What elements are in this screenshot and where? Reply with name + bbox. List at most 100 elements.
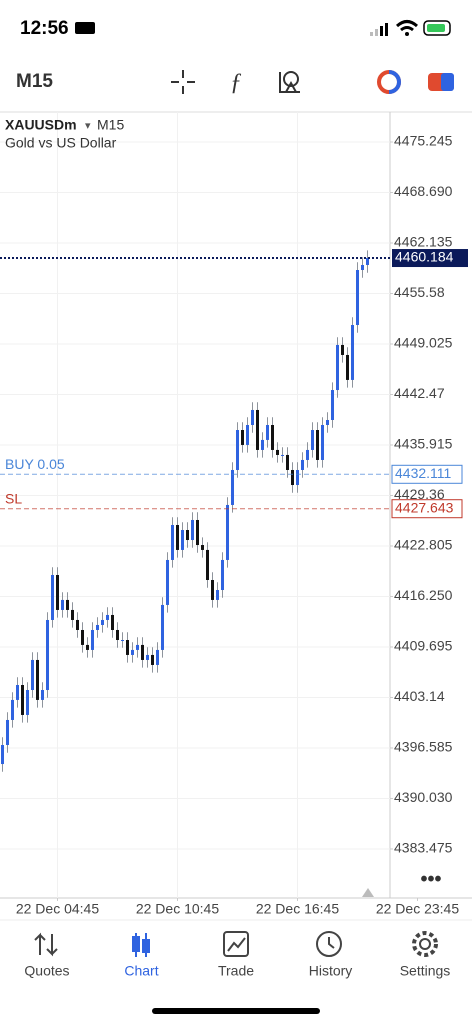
candle-body <box>81 629 84 645</box>
trade-icon <box>223 931 249 957</box>
trade-icon-line <box>227 937 246 952</box>
candle-body <box>191 519 194 541</box>
settings-icon-gear <box>412 931 438 957</box>
candle-body <box>41 690 44 700</box>
candle-body <box>246 424 249 445</box>
tab-label[interactable]: Trade <box>218 963 254 979</box>
candle-body <box>321 424 324 460</box>
history-hands <box>328 937 335 949</box>
signal-icon <box>370 23 388 36</box>
candle-body <box>286 454 289 470</box>
candle-body <box>176 524 179 550</box>
candle-body <box>301 459 304 470</box>
candle-body <box>31 659 34 691</box>
status-time: 12:56 <box>20 18 69 39</box>
candle-body <box>91 629 94 650</box>
plot-area <box>0 112 393 898</box>
y-tick-label: 4409.695 <box>394 638 453 654</box>
chart-timeframe: M15 <box>97 117 124 133</box>
candle-body <box>136 644 139 650</box>
candle-body <box>86 644 89 650</box>
candle-body <box>251 409 254 425</box>
candle-body <box>6 719 9 746</box>
tab-label[interactable]: Chart <box>124 963 158 979</box>
candle-body <box>316 430 319 460</box>
y-tick-label: 4396.585 <box>394 739 453 755</box>
tab-label[interactable]: Settings <box>400 963 451 979</box>
y-tick-label: 4435.915 <box>394 436 453 452</box>
candle-body <box>51 574 54 620</box>
candle-body <box>26 690 29 715</box>
y-tick-label: 4462.135 <box>394 234 453 250</box>
candle-body <box>106 614 109 620</box>
candle-body <box>166 559 169 605</box>
y-tick-label: 4429.36 <box>394 486 445 502</box>
candle-body <box>236 430 239 470</box>
y-tick-label: 4475.245 <box>394 133 453 149</box>
candle-body <box>161 604 164 650</box>
candle-body <box>126 640 129 655</box>
symbol-dropdown[interactable]: ▾ <box>85 120 91 132</box>
candle-body <box>201 545 204 550</box>
tab-label[interactable]: Quotes <box>24 963 69 979</box>
wifi-icon <box>395 20 419 32</box>
candle-body <box>46 619 49 691</box>
scroll-marker <box>362 888 374 897</box>
more-button[interactable]: ••• <box>420 868 441 890</box>
candle-body <box>171 524 174 560</box>
toolbar-timeframe[interactable]: M15 <box>16 71 53 92</box>
battery-icon <box>423 20 451 36</box>
price-line-label: BUY 0.05 <box>5 456 65 472</box>
candle-body <box>291 469 294 486</box>
candle-body <box>146 654 149 660</box>
candle-body <box>241 430 244 445</box>
y-tick-label: 4449.025 <box>394 335 453 351</box>
quotes-icon <box>34 932 58 957</box>
candle-body <box>311 430 314 450</box>
y-tick-label: 4455.58 <box>394 284 445 300</box>
wifi-dot <box>405 32 409 36</box>
price-line-tag <box>391 499 463 519</box>
candle-body <box>366 258 369 265</box>
home-indicator <box>152 1008 320 1014</box>
candle-body <box>336 344 339 391</box>
candle-body <box>141 644 144 660</box>
objects-button[interactable] <box>279 71 300 93</box>
price-line-value: 4432.111 <box>395 465 452 481</box>
candle-body <box>216 590 219 600</box>
settings-icon-center <box>419 938 431 950</box>
crosshair-button[interactable] <box>171 70 195 94</box>
y-tick-label: 4416.250 <box>394 587 453 603</box>
candle-body <box>226 504 229 560</box>
price-line-label: SL <box>5 490 22 506</box>
candle-body <box>121 640 124 642</box>
account-button-half <box>388 70 401 94</box>
candle-body <box>296 469 299 486</box>
candle-body <box>36 659 39 700</box>
indicators-button[interactable]: ƒ <box>230 70 242 96</box>
y-tick-label: 4383.475 <box>394 840 453 856</box>
y-tick-label: 4442.47 <box>394 385 445 401</box>
current-price-tag <box>392 249 468 268</box>
chart-symbol: XAUUSDm <box>5 117 77 133</box>
candle-body <box>331 390 334 420</box>
tab-icons <box>34 931 438 957</box>
candle-body <box>346 354 349 380</box>
history-icon <box>316 931 342 957</box>
candle-body <box>66 599 69 610</box>
candle-body <box>131 649 134 655</box>
x-tick-label: 22 Dec 10:45 <box>136 901 219 917</box>
candle-body <box>341 344 344 355</box>
chart-description: Gold vs US Dollar <box>5 135 117 151</box>
candle-body <box>11 699 14 720</box>
chart-icon-body <box>132 936 140 952</box>
candle-body <box>271 424 274 450</box>
candle-body <box>206 549 209 580</box>
candle-body <box>116 629 119 641</box>
candle-body <box>306 449 309 460</box>
x-tick-label: 22 Dec 23:45 <box>376 901 459 917</box>
sleep-icon <box>75 22 95 34</box>
trade-button-half <box>441 73 454 91</box>
tab-label[interactable]: History <box>309 963 353 979</box>
